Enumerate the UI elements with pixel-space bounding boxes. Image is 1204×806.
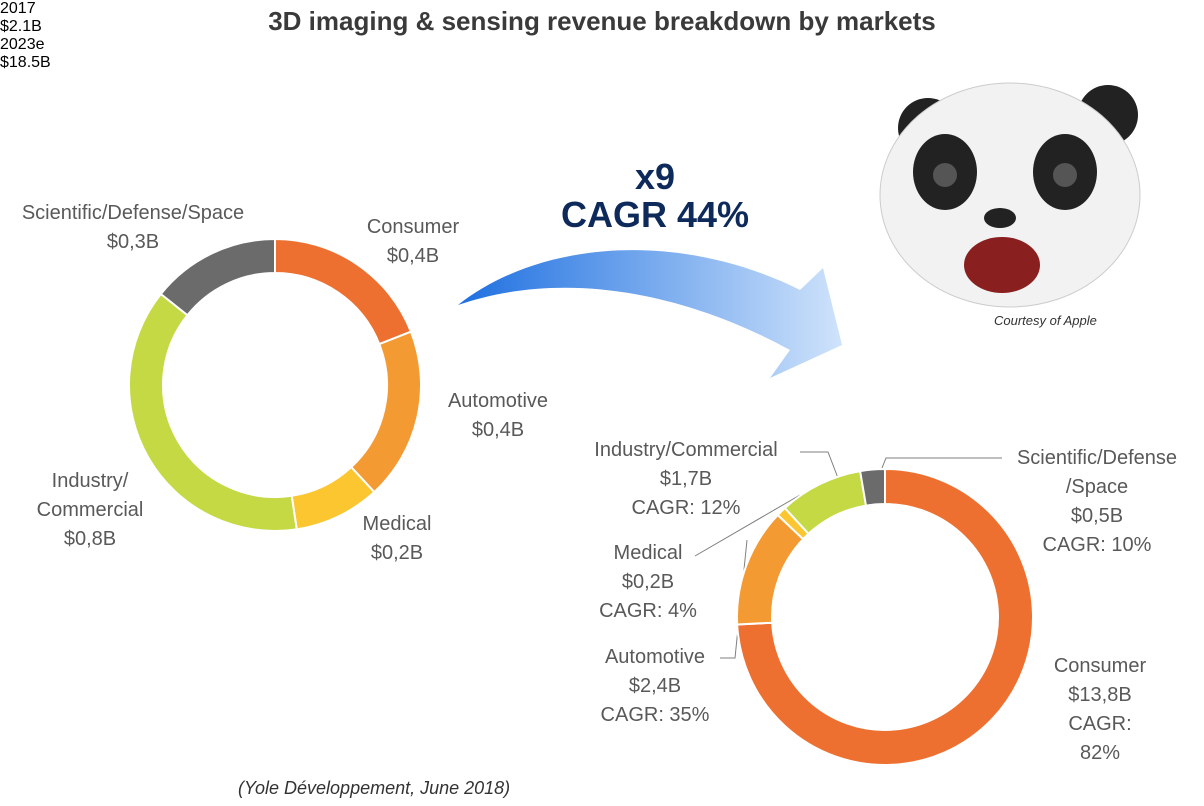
category-label: Scientific/Defense/Space bbox=[21, 202, 245, 224]
center-label: 2017 $2.1B bbox=[0, 0, 1204, 36]
cagr-label: CAGR: 4% bbox=[599, 600, 697, 622]
donut-segment bbox=[736, 467, 1034, 766]
segment-label: Consumer $0,4B bbox=[367, 213, 459, 271]
value-label: $0,2B bbox=[621, 571, 675, 593]
category-label: Consumer bbox=[1053, 655, 1147, 677]
growth-arrow bbox=[458, 250, 842, 378]
value-label: $0,2B bbox=[370, 542, 424, 564]
value-label: $0,4B bbox=[471, 419, 525, 441]
page-title: 3D imaging & sensing revenue breakdown b… bbox=[268, 6, 936, 36]
category-label: Industry/Commercial bbox=[594, 439, 778, 461]
segment-label: Industry/ Commercial $0,8B bbox=[37, 467, 144, 554]
category-label: Medical bbox=[362, 513, 432, 535]
growth-multiplier: x9 bbox=[634, 156, 676, 197]
value-label: $0,8B bbox=[63, 528, 117, 550]
value-label: $0,4B bbox=[386, 245, 440, 267]
cagr-label: CAGR: 35% bbox=[600, 704, 710, 726]
value-label: $13,8B bbox=[1068, 684, 1132, 706]
year-label: 2023e bbox=[0, 36, 45, 53]
cagr-label: CAGR: 10% bbox=[1042, 534, 1152, 556]
category-label: Industry/ Commercial bbox=[36, 470, 144, 521]
cagr-label: CAGR: 12% bbox=[631, 497, 741, 519]
donut-segment bbox=[159, 237, 276, 317]
year-label: 2017 bbox=[0, 0, 36, 17]
segment-label: Consumer $13,8B CAGR: 82% bbox=[1048, 652, 1152, 768]
segment-label: Industry/Commercial $1,7B CAGR: 12% bbox=[594, 436, 777, 523]
category-label: Scientific/Defense /Space bbox=[1016, 447, 1178, 498]
donut-segment bbox=[349, 330, 422, 494]
donut-segment bbox=[858, 467, 886, 507]
category-label: Automotive bbox=[447, 390, 549, 412]
value-label: $1,7B bbox=[659, 468, 713, 490]
cagr-label: CAGR: 82% bbox=[1068, 713, 1132, 764]
segment-label: Medical $0,2B bbox=[363, 510, 432, 568]
center-label: 2023e $18.5B bbox=[0, 36, 1204, 72]
donut-segment bbox=[736, 513, 805, 626]
category-label: Medical bbox=[613, 542, 683, 564]
segment-label: Medical $0,2B CAGR: 4% bbox=[599, 539, 697, 626]
segment-label: Scientific/Defense /Space $0,5B CAGR: 10% bbox=[1017, 444, 1177, 560]
donut-segment bbox=[128, 292, 298, 532]
segment-label: Scientific/Defense/Space $0,3B bbox=[22, 199, 244, 257]
segment-label: Automotive $2,4B CAGR: 35% bbox=[601, 643, 710, 730]
category-label: Consumer bbox=[366, 216, 460, 238]
source-note: (Yole Développement, June 2018) bbox=[238, 778, 511, 798]
value-label: $2,4B bbox=[628, 675, 682, 697]
panda-illustration bbox=[879, 82, 1141, 308]
value-label: $0,3B bbox=[106, 231, 160, 253]
segment-label: Automotive $0,4B bbox=[448, 387, 548, 445]
category-label: Automotive bbox=[604, 646, 706, 668]
total-label: $2.1B bbox=[0, 18, 42, 35]
total-label: $18.5B bbox=[0, 54, 51, 71]
value-label: $0,5B bbox=[1070, 505, 1124, 527]
image-credit: Courtesy of Apple bbox=[994, 313, 1097, 328]
growth-cagr: CAGR 44% bbox=[560, 194, 750, 235]
